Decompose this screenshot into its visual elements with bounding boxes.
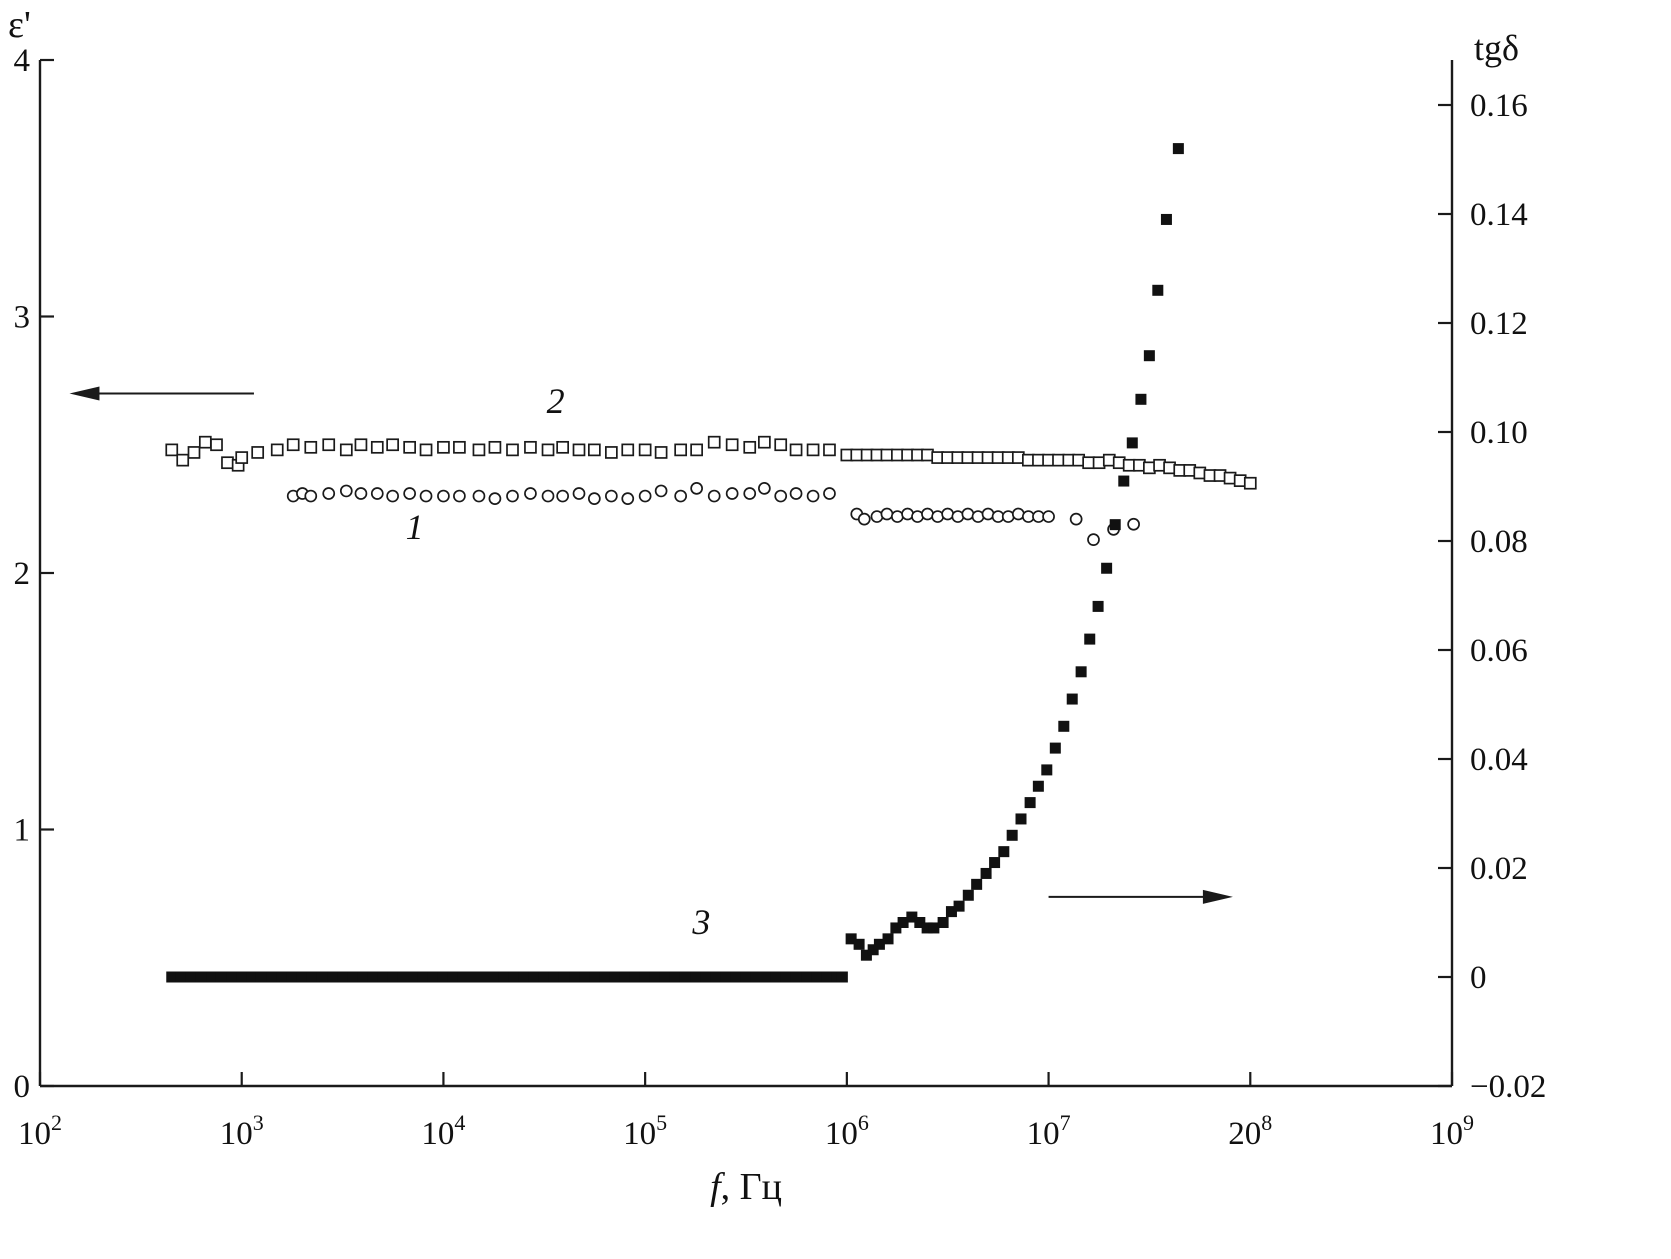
- right-tick-label: 0.14: [1470, 197, 1528, 233]
- right-tick-label: 0.08: [1470, 524, 1528, 560]
- left-tick-label: 2: [14, 556, 31, 592]
- series-2-points: [165, 435, 1257, 490]
- left-tick-label: 4: [14, 43, 31, 79]
- series-1-points: [286, 482, 1140, 547]
- x-axis-title-symbol: f: [710, 1166, 721, 1208]
- curve-label-3: 3: [691, 902, 710, 942]
- x-tick-label: 208: [1228, 1110, 1272, 1152]
- series-3-points: [166, 143, 1184, 983]
- right-axis-arrow: [1048, 889, 1233, 904]
- left-axis-arrow: [69, 386, 254, 401]
- tick-marks: [38, 58, 1454, 1088]
- x-axis-title-units: , Гц: [720, 1166, 782, 1208]
- left-tick-labels: 0 1 2 3 4: [14, 43, 31, 1105]
- right-tick-label: 0.12: [1470, 306, 1528, 342]
- x-tick-labels: 102 103 104 105 106 107 208 109: [18, 1110, 1474, 1152]
- left-axis-title: ε': [8, 4, 31, 46]
- x-tick-label: 107: [1027, 1110, 1071, 1152]
- left-tick-label: 3: [14, 300, 31, 336]
- right-tick-label: 0.06: [1470, 633, 1528, 669]
- axes: [38, 60, 1454, 1088]
- right-tick-labels: 0.16 0.14 0.12 0.10 0.08 0.06 0.04 0.02 0 −0.02: [1470, 88, 1546, 1105]
- right-tick-label: 0: [1470, 960, 1487, 996]
- right-axis-title: tgδ: [1474, 28, 1519, 68]
- curve-label-1: 1: [406, 507, 424, 547]
- right-tick-label: 0.04: [1470, 742, 1528, 778]
- x-tick-label: 106: [825, 1110, 869, 1152]
- x-tick-label: 109: [1430, 1110, 1474, 1152]
- x-axis-title: f, Гц: [0, 1168, 1492, 1206]
- right-tick-label: 0.10: [1470, 415, 1528, 451]
- right-tick-label: 0.16: [1470, 88, 1528, 124]
- x-tick-label: 102: [18, 1110, 62, 1152]
- x-tick-label: 104: [421, 1110, 465, 1152]
- curve-label-2: 2: [547, 381, 565, 421]
- right-tick-label: 0.02: [1470, 851, 1528, 887]
- x-tick-label: 105: [623, 1110, 667, 1152]
- left-tick-label: 1: [14, 813, 31, 849]
- x-tick-label: 103: [220, 1110, 264, 1152]
- right-tick-label: −0.02: [1470, 1069, 1546, 1105]
- left-tick-label: 0: [14, 1069, 31, 1105]
